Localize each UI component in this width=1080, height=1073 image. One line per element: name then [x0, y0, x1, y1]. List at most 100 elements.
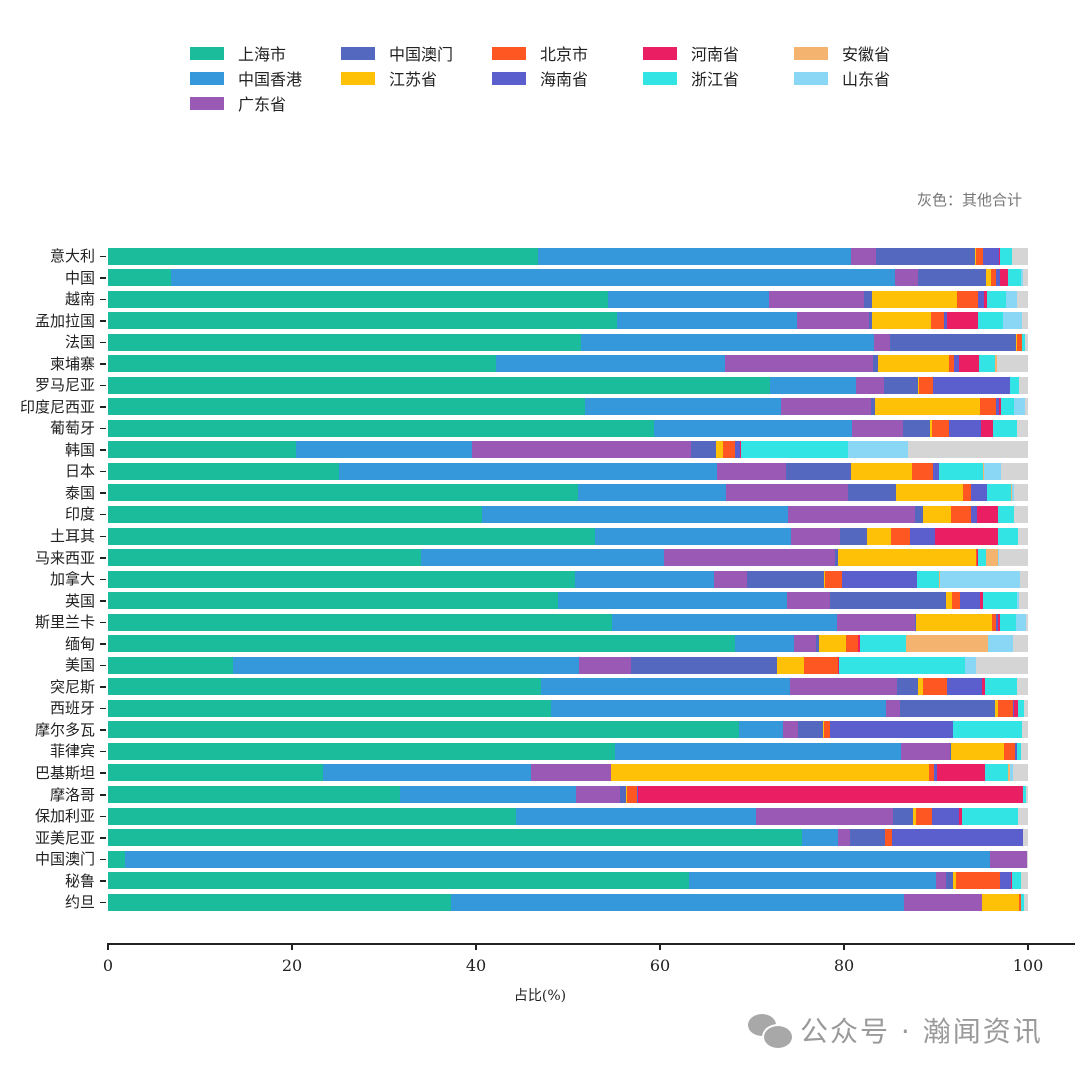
stacked-bar	[108, 484, 1028, 502]
bar-segment	[974, 247, 977, 265]
bar-segment	[905, 635, 989, 653]
bar-segment	[108, 829, 802, 847]
bar-segment	[516, 807, 756, 825]
bar-segment	[976, 247, 983, 265]
bar-segment	[323, 764, 532, 782]
legend-item: 河南省	[643, 44, 739, 64]
bar-segment	[108, 505, 483, 523]
legend-item: 江苏省	[341, 69, 437, 89]
y-tick	[100, 277, 106, 279]
legend-swatch	[190, 46, 224, 60]
bar-segment	[830, 592, 947, 610]
bar-segment	[914, 505, 924, 523]
bar-segment	[108, 441, 296, 459]
bar-segment	[747, 570, 824, 588]
bar-segment	[935, 527, 998, 545]
bar-segment	[949, 742, 951, 760]
bar-segment	[850, 829, 886, 847]
y-tick	[100, 298, 106, 301]
legend-item: 中国香港	[190, 69, 302, 89]
bar-segment	[541, 678, 790, 696]
legend-item: 安徽省	[794, 44, 890, 64]
stacked-bar	[108, 462, 1028, 480]
bar-segment	[822, 721, 824, 739]
bar-segment	[938, 462, 983, 480]
x-axis-line	[107, 943, 1075, 945]
x-tick-label: 40	[465, 956, 487, 975]
bar-segment	[997, 699, 1014, 717]
bar-segment	[987, 290, 1006, 308]
y-tick-label: 秘鲁	[64, 871, 95, 890]
bar-segment	[871, 312, 932, 330]
bar-segment	[108, 570, 576, 588]
bar-segment	[923, 505, 951, 523]
bar-segment	[663, 549, 835, 567]
bar-segment	[866, 527, 891, 545]
bar-segment	[108, 699, 551, 717]
bar-segment	[954, 355, 959, 373]
bar-segment	[912, 807, 916, 825]
y-tick	[100, 858, 106, 861]
y-tick-label: 意大利	[49, 247, 95, 265]
bar-segment	[794, 635, 817, 653]
y-tick-label: 越南	[64, 290, 95, 309]
bar-segment	[977, 549, 979, 567]
bar-segment	[823, 721, 831, 739]
bar-segment	[1013, 635, 1028, 653]
bar-segment	[338, 462, 718, 480]
bar-segment	[870, 398, 876, 416]
bar-segment	[875, 398, 981, 416]
bar-segment	[883, 376, 919, 394]
bar-segment	[896, 484, 963, 502]
bar-segment	[576, 786, 621, 803]
bar-segment	[873, 355, 879, 373]
y-tick	[100, 686, 106, 688]
y-tick-label: 摩洛哥	[49, 785, 95, 804]
bar-segment	[978, 290, 984, 308]
bar-segment	[594, 527, 791, 545]
legend-label: 中国澳门	[389, 45, 454, 64]
bar-segment	[108, 549, 421, 567]
y-tick-label: 印度尼西亚	[19, 397, 95, 416]
bar-segment	[1001, 398, 1015, 416]
x-tick-label: 80	[833, 956, 855, 975]
bar-segment	[929, 419, 933, 437]
bar-segment	[797, 312, 869, 330]
bar-segment	[944, 312, 947, 330]
bar-segment	[816, 635, 820, 653]
bar-segment	[399, 786, 577, 803]
y-tick	[100, 449, 106, 451]
bar-segment	[996, 355, 1028, 373]
legend-swatch	[341, 71, 375, 85]
bar-segment	[1012, 247, 1028, 265]
bar-segment	[965, 656, 977, 674]
bar-segment	[630, 656, 777, 674]
bar-segment	[982, 247, 999, 265]
bar-segment	[982, 462, 984, 480]
bar-segment	[961, 807, 1018, 825]
bar-segment	[838, 656, 840, 674]
stacked-bar	[108, 505, 1028, 523]
bar-segment	[108, 678, 542, 696]
stacked-bar	[108, 872, 1028, 890]
legend-label: 广东省	[238, 95, 287, 114]
bar-segment	[735, 441, 740, 459]
legend-item: 山东省	[794, 69, 890, 89]
bar-segment	[1007, 269, 1021, 287]
y-tick	[100, 880, 106, 882]
y-tick-label: 法国	[64, 333, 95, 352]
legend-swatch	[794, 46, 828, 60]
legend-swatch	[794, 71, 828, 85]
x-tick	[291, 944, 293, 950]
y-tick-label: 突尼斯	[49, 677, 95, 696]
bar-segment	[916, 570, 939, 588]
bar-segment	[847, 441, 909, 459]
bar-segment	[579, 656, 631, 674]
bar-segment	[1000, 269, 1008, 287]
bar-segment	[637, 786, 1024, 803]
bar-segment	[531, 764, 612, 782]
y-tick-label: 菲律宾	[49, 742, 95, 761]
bar-segment	[932, 419, 949, 437]
bar-segment	[108, 656, 234, 674]
bar-segment	[1025, 333, 1028, 351]
